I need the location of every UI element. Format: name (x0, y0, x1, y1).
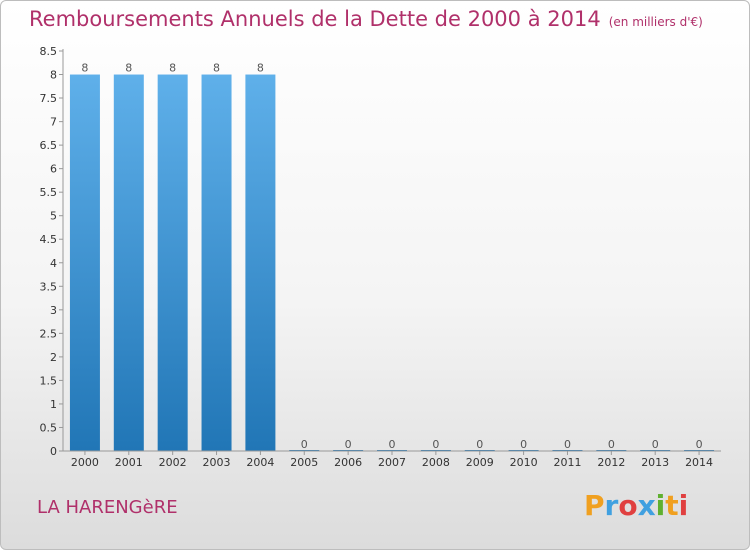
y-tick-label: 6 (50, 163, 57, 176)
data-label: 8 (213, 62, 220, 75)
y-tick-label: 1 (50, 398, 57, 411)
bar (245, 74, 276, 451)
data-label: 0 (696, 438, 703, 451)
data-label: 0 (520, 438, 527, 451)
data-label: 0 (476, 438, 483, 451)
chart-title: Remboursements Annuels de la Dette de 20… (29, 7, 703, 31)
chart-subtitle: (en milliers d'€) (608, 15, 703, 29)
y-tick-label: 2 (50, 351, 57, 364)
y-tick-label: 3.5 (40, 280, 58, 293)
x-tick-label: 2005 (290, 456, 318, 469)
y-tick-label: 6.5 (40, 139, 58, 152)
logo-letter: P (584, 489, 605, 522)
data-label: 8 (169, 62, 176, 75)
title-text: Remboursements Annuels de la Dette de 20… (29, 7, 601, 31)
y-tick-label: 3 (50, 304, 57, 317)
x-tick-label: 2010 (510, 456, 538, 469)
y-axis: 0 0.5 1 1.5 2 2.5 3 3.5 4 4.5 5 5.5 6 6.5 7 7.5 8 8.5 (40, 45, 64, 458)
x-tick-label: 2011 (553, 456, 581, 469)
logo-letter: r (604, 489, 619, 522)
y-tick-label: 7 (50, 116, 57, 129)
y-tick-label: 5 (50, 210, 57, 223)
data-label: 8 (257, 62, 264, 75)
y-tick-label: 4.5 (40, 233, 58, 246)
x-tick-label: 2014 (685, 456, 713, 469)
x-tick-label: 2003 (203, 456, 231, 469)
x-tick-label: 2008 (422, 456, 450, 469)
x-tick-label: 2006 (334, 456, 362, 469)
y-tick-label: 4 (50, 257, 57, 270)
data-label: 0 (564, 438, 571, 451)
x-tick-label: 2004 (246, 456, 274, 469)
x-tick-label: 2012 (597, 456, 625, 469)
data-label: 0 (389, 438, 396, 451)
y-tick-label: 0 (50, 445, 57, 458)
data-label: 0 (301, 438, 308, 451)
data-label: 0 (432, 438, 439, 451)
y-tick-label: 0.5 (40, 421, 58, 434)
logo-letter: i (678, 489, 689, 522)
y-tick-label: 1.5 (40, 374, 58, 387)
logo-letter: t (665, 489, 679, 522)
x-tick-label: 2002 (159, 456, 187, 469)
y-tick-label: 2.5 (40, 327, 58, 340)
y-tick-label: 5.5 (40, 186, 58, 199)
data-label: 0 (608, 438, 615, 451)
y-tick-label: 7.5 (40, 92, 58, 105)
bar (157, 74, 188, 451)
y-tick-label: 8 (50, 69, 57, 82)
bars-group: 8 8 8 8 8 0 0 0 0 0 0 0 0 0 0 (69, 62, 715, 451)
data-label: 0 (652, 438, 659, 451)
data-label: 0 (345, 438, 352, 451)
x-tick-label: 2009 (466, 456, 494, 469)
data-label: 8 (81, 62, 88, 75)
bar (201, 74, 232, 451)
logo-letter: i (655, 489, 666, 522)
bar (69, 74, 100, 451)
bar (113, 74, 144, 451)
x-axis: 2000 2001 2002 2003 2004 2005 2006 2007 2008 2009… (63, 450, 721, 469)
x-tick-label: 2007 (378, 456, 406, 469)
x-tick-label: 2001 (115, 456, 143, 469)
logo-letter: x (637, 489, 656, 522)
data-label: 8 (125, 62, 132, 75)
x-tick-label: 2000 (71, 456, 99, 469)
proxiti-logo: Proxiti (584, 489, 688, 522)
logo-letter: o (618, 489, 638, 522)
x-tick-label: 2013 (641, 456, 669, 469)
commune-name: LA HARENGèRE (37, 497, 178, 518)
y-tick-label: 8.5 (40, 45, 58, 58)
